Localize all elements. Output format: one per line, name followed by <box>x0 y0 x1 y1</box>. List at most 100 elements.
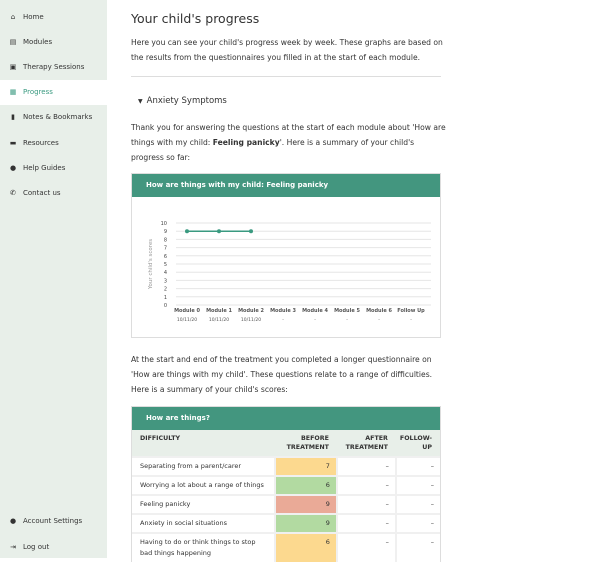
section-text: Thank you for answering the questions at… <box>131 123 446 162</box>
difficulty-cell: Separating from a parent/carer <box>132 456 275 476</box>
table-row: Worrying a lot about a range of things 6–… <box>132 475 440 495</box>
table-row: Separating from a parent/carer 7– – <box>132 456 440 476</box>
follow-up-cell: – <box>394 456 440 476</box>
summary-text: At the start and end of the treatment yo… <box>131 355 433 394</box>
difficulty-cell: Having to do or think things to stop bad… <box>132 532 275 562</box>
intro-text: Here you can see your child's progress w… <box>131 38 443 62</box>
after-cell: – <box>335 494 396 514</box>
x-tick-label: Module 0 <box>174 308 200 314</box>
folder-icon: ▬ <box>9 138 17 147</box>
sidebar-item-label: Log out <box>23 542 50 551</box>
follow-up-cell: – <box>394 475 440 495</box>
bookmark-icon: ▮ <box>11 113 15 122</box>
y-tick-label: 5 <box>164 262 167 268</box>
sidebar-item-account-settings[interactable]: ● Account Settings <box>0 508 107 533</box>
clipboard-icon: ▤ <box>9 37 17 46</box>
scores-table-card: How are things? DIFFICULTY BEFORE TREATM… <box>131 406 441 562</box>
difficulty-cell: Feeling panicky <box>132 494 275 514</box>
page-title: Your child's progress <box>131 11 260 26</box>
before-cell: 6 <box>273 532 337 562</box>
x-tick-date: - <box>410 318 412 323</box>
x-tick-label: Follow Up <box>397 308 425 314</box>
follow-up-cell: – <box>394 513 440 533</box>
before-cell: 9 <box>273 494 337 514</box>
sidebar-item-modules[interactable]: ▤ Modules <box>0 29 107 54</box>
sidebar-item-log-out[interactable]: ⇥ Log out <box>0 534 107 559</box>
table-title: How are things? <box>132 407 440 430</box>
sidebar-item-label: Modules <box>23 37 53 46</box>
y-axis-title: Your child's scores <box>148 239 154 290</box>
scores-table: DIFFICULTY BEFORE TREATMENT AFTER TREATM… <box>132 430 440 562</box>
x-tick-label: Module 4 <box>302 308 328 314</box>
calendar-icon: ▣ <box>9 62 17 71</box>
sidebar-item-label: Therapy Sessions <box>23 62 85 71</box>
sidebar-item-label: Resources <box>23 138 59 147</box>
y-tick-label: 10 <box>161 221 167 227</box>
logout-icon: ⇥ <box>10 542 16 551</box>
table-row: Anxiety in social situations 9– – <box>132 513 440 533</box>
x-tick-date: - <box>282 318 284 323</box>
x-tick-date: - <box>346 318 348 323</box>
anxiety-symptoms-toggle[interactable]: ▼ Anxiety Symptoms <box>138 96 227 106</box>
follow-up-cell: – <box>394 494 440 514</box>
before-cell: 7 <box>273 456 337 476</box>
follow-up-cell: – <box>394 532 440 562</box>
x-tick-date: 10/11/20 <box>177 317 197 323</box>
sidebar-item-therapy-sessions[interactable]: ▣ Therapy Sessions <box>0 54 107 79</box>
difficulty-cell: Anxiety in social situations <box>132 513 275 533</box>
after-cell: – <box>335 475 396 495</box>
col-before: BEFORE TREATMENT <box>274 430 337 457</box>
sidebar-item-label: Home <box>23 12 44 21</box>
y-tick-label: 4 <box>164 270 167 276</box>
data-point <box>217 229 221 234</box>
sidebar-item-help-guides[interactable]: ● Help Guides <box>0 155 107 180</box>
difficulty-cell: Worrying a lot about a range of things <box>132 475 275 495</box>
y-tick-label: 0 <box>164 303 167 309</box>
sidebar-item-contact-us[interactable]: ✆ Contact us <box>0 180 107 205</box>
sidebar-item-label: Help Guides <box>23 163 66 172</box>
sidebar: ⌂ Home ▤ Modules ▣ Therapy Sessions ▦ Progress ▮… <box>0 0 107 558</box>
home-icon: ⌂ <box>10 12 16 21</box>
sidebar-item-label: Account Settings <box>23 516 83 525</box>
data-point <box>185 229 189 234</box>
after-cell: – <box>335 513 396 533</box>
col-difficulty: DIFFICULTY <box>132 430 275 457</box>
x-tick-label: Module 2 <box>238 308 264 314</box>
progress-chart: 0 1 2 3 4 5 6 7 8 9 10 Your child's scores Module 0 1… <box>148 221 431 323</box>
col-after: AFTER TREATMENT <box>336 430 396 457</box>
table-row: Feeling panicky 9– – <box>132 494 440 514</box>
question-icon: ● <box>9 163 17 172</box>
sidebar-item-label: Contact us <box>23 188 61 197</box>
sidebar-item-progress[interactable]: ▦ Progress <box>0 79 107 105</box>
sidebar-item-resources[interactable]: ▬ Resources <box>0 130 107 155</box>
data-point <box>249 229 253 234</box>
sidebar-item-notes-bookmarks[interactable]: ▮ Notes & Bookmarks <box>0 105 107 130</box>
table-row: Having to do or think things to stop bad… <box>132 532 440 562</box>
progress-chart-card: How are things with my child: Feeling pa… <box>131 173 441 338</box>
y-tick-label: 2 <box>164 287 167 293</box>
x-tick-date: 10/11/20 <box>209 317 229 323</box>
sidebar-item-home[interactable]: ⌂ Home <box>0 4 107 29</box>
y-tick-label: 7 <box>164 246 167 252</box>
x-tick-label: Module 3 <box>270 308 296 314</box>
chart-title: How are things with my child: Feeling pa… <box>132 174 440 197</box>
y-tick-label: 3 <box>164 278 167 284</box>
y-tick-label: 8 <box>164 237 167 243</box>
y-tick-label: 9 <box>164 229 167 235</box>
x-tick-date: - <box>314 318 316 323</box>
user-icon: ● <box>9 516 17 525</box>
sidebar-item-label: Notes & Bookmarks <box>23 113 93 122</box>
before-cell: 9 <box>273 513 337 533</box>
phone-icon: ✆ <box>10 188 16 197</box>
x-tick-label: Module 5 <box>334 308 360 314</box>
col-follow-up: FOLLOW-UP <box>395 430 440 457</box>
chart-icon: ▦ <box>9 88 17 97</box>
section-title: Anxiety Symptoms <box>146 96 227 106</box>
divider <box>131 76 441 77</box>
y-tick-label: 1 <box>164 295 167 301</box>
x-tick-label: Module 1 <box>206 308 232 314</box>
before-cell: 6 <box>273 475 337 495</box>
x-tick-label: Module 6 <box>366 308 392 314</box>
x-tick-date: 10/11/20 <box>241 317 261 323</box>
x-tick-date: - <box>378 318 380 323</box>
